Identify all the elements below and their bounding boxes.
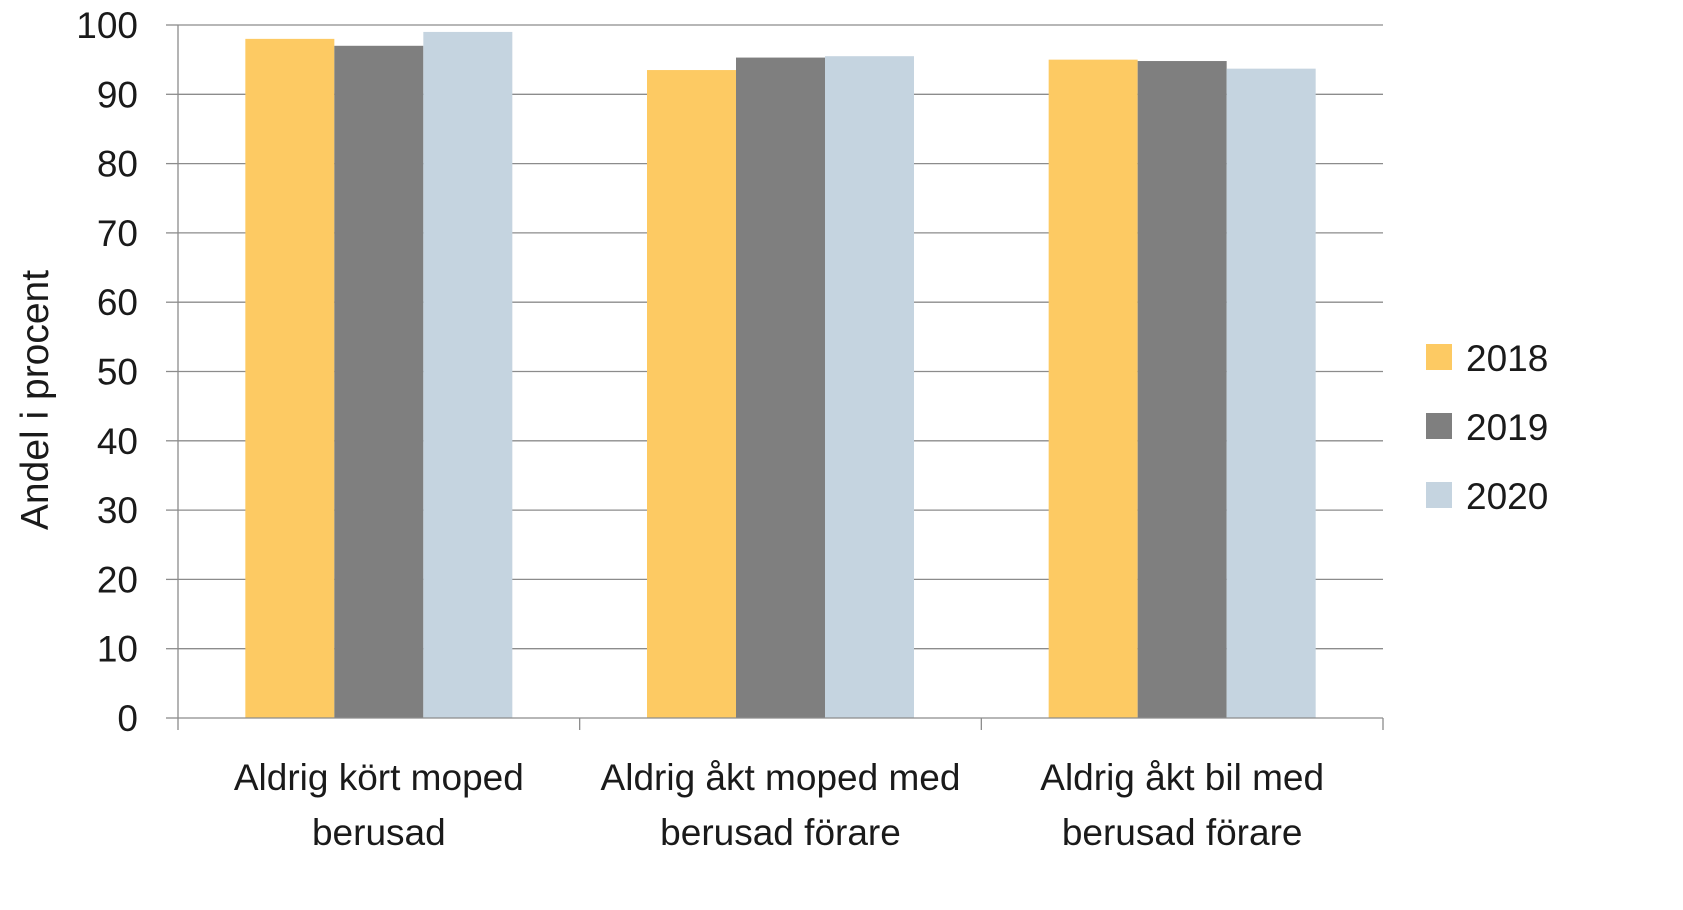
legend-swatch-2019 <box>1426 413 1452 439</box>
y-tick-label: 70 <box>97 213 138 254</box>
y-tick-label: 20 <box>97 559 138 600</box>
x-category-label: Aldrig kört moped <box>234 757 524 798</box>
y-tick-label: 30 <box>97 490 138 531</box>
y-axis-title: Andel i procent <box>14 270 57 530</box>
y-tick-label: 40 <box>97 421 138 462</box>
bar-2019 <box>736 57 825 719</box>
bar-2020 <box>1226 68 1316 718</box>
legend-label: 2020 <box>1466 476 1548 517</box>
bar-2018 <box>245 38 335 719</box>
y-tick-label: 90 <box>97 74 138 115</box>
legend-swatch-2020 <box>1426 482 1452 508</box>
legend-label: 2019 <box>1466 407 1548 448</box>
x-category-label: berusad förare <box>660 812 901 853</box>
legend-swatch-2018 <box>1426 344 1452 370</box>
y-tick-label: 60 <box>97 282 138 323</box>
y-tick-label: 50 <box>97 352 138 393</box>
bar-2018 <box>647 70 736 719</box>
y-tick-label: 100 <box>76 5 138 46</box>
bar-2018 <box>1048 59 1138 718</box>
y-tick-label: 80 <box>97 144 138 185</box>
y-tick-label: 0 <box>117 698 138 739</box>
x-category-label: Aldrig åkt moped med <box>601 757 961 798</box>
bar-2019 <box>1137 61 1227 718</box>
legend: 2018 2019 2020 <box>1426 338 1548 517</box>
axes <box>166 24 1384 730</box>
bar-2020 <box>825 56 914 719</box>
x-category-label: berusad förare <box>1062 812 1303 853</box>
y-tick-label: 10 <box>97 629 138 670</box>
x-category-label: berusad <box>312 812 446 853</box>
x-category-label: Aldrig åkt bil med <box>1040 757 1324 798</box>
bars <box>245 31 1316 719</box>
bar-2019 <box>334 45 424 719</box>
y-tick-labels: 0 10 20 30 40 50 60 70 80 90 100 <box>76 5 138 739</box>
legend-label: 2018 <box>1466 338 1548 379</box>
bar-2020 <box>423 31 513 719</box>
x-category-labels: Aldrig kört moped berusad Aldrig åkt moped… <box>234 757 1324 853</box>
